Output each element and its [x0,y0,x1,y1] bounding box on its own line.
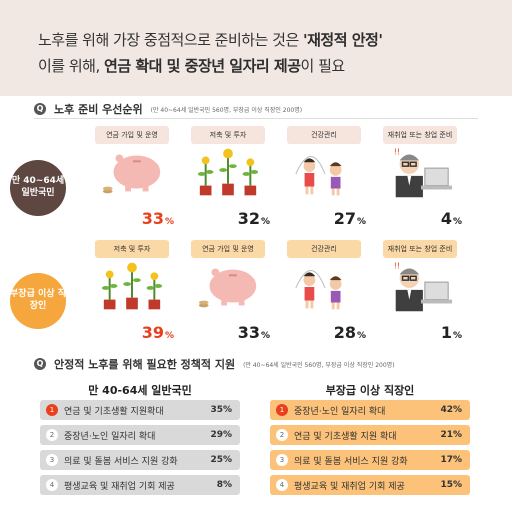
priority-percent: 28% [334,323,366,342]
question-icon: Q [34,358,46,370]
priority-percent-value: 32 [237,209,260,228]
priority-percent-value: 1 [440,323,452,342]
priority-card-label: 연금 가입 및 운영 [95,126,169,144]
job-seeker-icon: !! [386,144,454,200]
policy-row: 3 의료 및 돌봄 서비스 지원 강화 17% [270,450,470,470]
policy-value: 17% [440,455,462,465]
policy-value: 25% [210,455,232,465]
priority-card: 연금 가입 및 운영 33% [92,126,174,228]
policy-row: 2 연금 및 기초생활 지원 확대 21% [270,425,470,445]
policy-value: 21% [440,430,462,440]
priority-card-label: 재취업 또는 창업 준비 [383,126,457,144]
policy-row: 3 의료 및 돌봄 서비스 지원 강화 25% [40,450,240,470]
rank-badge: 2 [276,429,288,441]
priority-card-label: 저축 및 투자 [95,240,169,258]
priority-card: 재취업 또는 창업 준비!! 4% [380,126,462,228]
policy-value: 15% [440,480,462,490]
policy-text: 의료 및 돌봄 서비스 지원 강화 [64,456,178,467]
priority-percent: 4% [441,209,462,228]
section-title-text: 노후 준비 우선순위 [54,103,143,116]
priority-percent-value: 33 [141,209,164,228]
rank-badge: 2 [46,429,58,441]
priority-percent-unit: % [452,331,462,341]
priority-card-label: 저축 및 투자 [191,126,265,144]
priority-card-label: 건강관리 [287,126,361,144]
priority-percent-value: 27 [333,209,356,228]
policy-row: 1 연금 및 기초생활 지원확대 35% [40,400,240,420]
priority-percent-value: 4 [440,209,452,228]
policy-row: 2 중장년·노인 일자리 확대 29% [40,425,240,445]
priority-card: 건강관리 27% [284,126,366,228]
priority-percent-unit: % [164,331,174,341]
priority-card: 저축 및 투자 32% [188,126,270,228]
piggy-bank-icon [98,144,166,200]
priority-percent-value: 33 [237,323,260,342]
policy-row: 4 평생교육 및 재취업 기회 제공 15% [270,475,470,495]
sample-note: (만 40~64세 일반국민 560명, 부장급 이상 직장인 200명) [150,106,303,114]
policy-text: 연금 및 기초생활 지원확대 [64,406,164,417]
money-plant-icon [194,144,262,200]
priority-percent-unit: % [260,217,270,227]
divider [34,118,478,119]
priority-card: 재취업 또는 창업 준비!! 1% [380,240,462,342]
group-badge-general: 만 40~64세 일반국민 [10,160,66,216]
section-title-priorities: Q 노후 준비 우선순위 (만 40~64세 일반국민 560명, 부장급 이상… [34,101,302,117]
rank-badge: 3 [276,454,288,466]
priority-percent: 32% [238,209,270,228]
policy-right-title: 부장급 이상 직장인 [325,384,415,397]
jump-rope-icon [290,258,358,314]
priority-percent-value: 28 [333,323,356,342]
policy-text: 중장년·노인 일자리 확대 [64,431,156,442]
section-title-policy: Q 안정적 노후를 위해 필요한 정책적 지원 (만 40~64세 일반국민 5… [34,356,395,372]
policy-value: 8% [216,480,232,490]
policy-row: 1 중장년·노인 일자리 확대 42% [270,400,470,420]
priority-percent: 1% [441,323,462,342]
group-badge-managers: 부장급 이상 직장인 [10,273,66,329]
rank-badge: 1 [276,404,288,416]
priority-percent: 33% [142,209,174,228]
policy-text: 연금 및 기초생활 지원 확대 [294,431,397,442]
policy-left-title: 만 40-64세 일반국민 [88,384,192,397]
jump-rope-icon [290,144,358,200]
priority-card: 건강관리 28% [284,240,366,342]
rank-badge: 4 [276,479,288,491]
sample-note: (만 40~64세 일반국민 560명, 부장급 이상 직장인 200명) [243,361,395,369]
rank-badge: 3 [46,454,58,466]
priority-percent-unit: % [452,217,462,227]
header-banner: 노후를 위해 가장 중점적으로 준비하는 것은 '재정적 안정' 이를 위해, … [0,0,512,96]
priority-card: 저축 및 투자 39% [92,240,174,342]
priority-card-label: 건강관리 [287,240,361,258]
rank-badge: 1 [46,404,58,416]
priority-percent: 27% [334,209,366,228]
priority-percent: 33% [238,323,270,342]
policy-value: 29% [210,430,232,440]
headline-line-1: 노후를 위해 가장 중점적으로 준비하는 것은 '재정적 안정' [38,31,383,49]
priority-percent: 39% [142,323,174,342]
rank-badge: 4 [46,479,58,491]
money-plant-icon [98,258,166,314]
priority-percent-unit: % [356,217,366,227]
section-title-text: 안정적 노후를 위해 필요한 정책적 지원 [54,358,236,371]
priority-card-label: 연금 가입 및 운영 [191,240,265,258]
policy-text: 의료 및 돌봄 서비스 지원 강화 [294,456,408,467]
job-seeker-icon: !! [386,258,454,314]
priority-card: 연금 가입 및 운영 33% [188,240,270,342]
policy-row: 4 평생교육 및 재취업 기회 제공 8% [40,475,240,495]
policy-value: 42% [440,405,462,415]
svg-text:!!: !! [394,262,400,271]
priority-percent-unit: % [260,331,270,341]
policy-text: 평생교육 및 재취업 기회 제공 [64,481,175,492]
headline-line-2: 이를 위해, 연금 확대 및 중장년 일자리 제공이 필요 [38,57,345,75]
piggy-bank-icon [194,258,262,314]
priority-card-label: 재취업 또는 창업 준비 [383,240,457,258]
priority-percent-unit: % [356,331,366,341]
svg-text:!!: !! [394,148,400,157]
policy-value: 35% [210,405,232,415]
policy-text: 평생교육 및 재취업 기회 제공 [294,481,405,492]
policy-text: 중장년·노인 일자리 확대 [294,406,386,417]
priority-percent-value: 39 [141,323,164,342]
priority-percent-unit: % [164,217,174,227]
question-icon: Q [34,103,46,115]
